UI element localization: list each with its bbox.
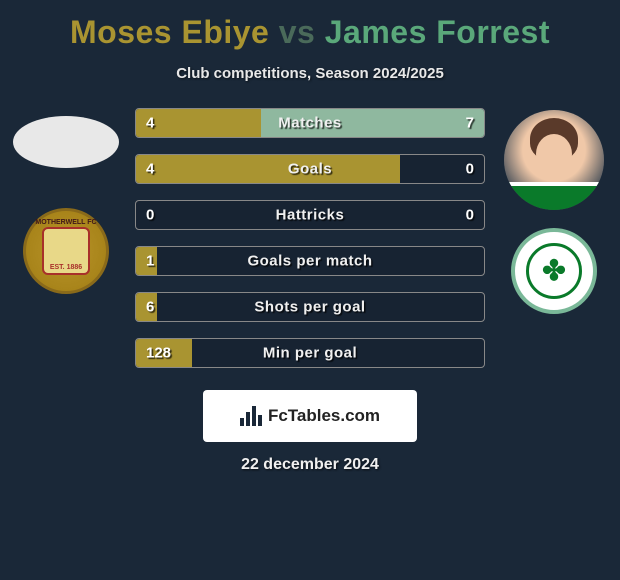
brand-footer: FcTables.com xyxy=(203,390,417,442)
stat-row: 1Goals per match xyxy=(135,246,485,276)
date-text: 22 december 2024 xyxy=(0,456,620,474)
stat-row: 40Goals xyxy=(135,154,485,184)
stat-label: Goals per match xyxy=(136,253,484,270)
left-column: EST. 1886 xyxy=(11,108,121,368)
right-column: ✤ xyxy=(499,108,609,368)
brand-text: FcTables.com xyxy=(268,406,380,426)
stat-bars: 47Matches 40Goals 00Hattricks 1Goals per ma… xyxy=(135,108,485,368)
stat-label: Goals xyxy=(136,161,484,178)
stat-row: 6Shots per goal xyxy=(135,292,485,322)
stat-label: Min per goal xyxy=(136,345,484,362)
title-player1: Moses Ebiye xyxy=(70,14,269,50)
player2-avatar xyxy=(504,110,604,210)
player1-club-badge: EST. 1886 xyxy=(23,208,109,294)
comparison-card: Moses Ebiye vs James Forrest Club compet… xyxy=(0,0,620,580)
page-title: Moses Ebiye vs James Forrest xyxy=(0,0,620,51)
club-badge-text: EST. 1886 xyxy=(42,227,90,275)
stat-row: 128Min per goal xyxy=(135,338,485,368)
stat-row: 47Matches xyxy=(135,108,485,138)
subtitle: Club competitions, Season 2024/2025 xyxy=(0,65,620,82)
player1-avatar xyxy=(13,116,119,168)
stat-label: Shots per goal xyxy=(136,299,484,316)
title-vs: vs xyxy=(279,14,316,50)
stat-label: Hattricks xyxy=(136,207,484,224)
chart-icon xyxy=(240,406,264,426)
stat-label: Matches xyxy=(136,115,484,132)
clover-icon: ✤ xyxy=(542,257,565,285)
stat-row: 00Hattricks xyxy=(135,200,485,230)
main-area: EST. 1886 47Matches 40Goals 00Hattricks 1Go… xyxy=(0,108,620,368)
player2-club-badge: ✤ xyxy=(511,228,597,314)
title-player2: James Forrest xyxy=(325,14,550,50)
